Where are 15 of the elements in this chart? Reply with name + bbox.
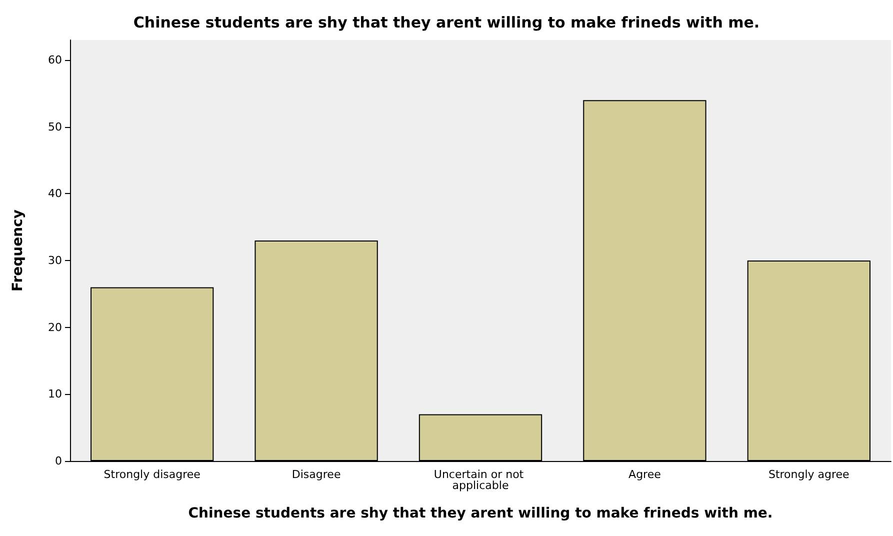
x-tick-label: Strongly agree bbox=[768, 468, 850, 481]
y-axis-title: Frequency bbox=[10, 210, 26, 292]
y-tick-label: 10 bbox=[48, 388, 62, 401]
y-tick-label: 30 bbox=[48, 254, 62, 268]
chart-title: Chinese students are shy that they arent willing to make frineds with me. bbox=[133, 14, 760, 32]
y-tick-label: 0 bbox=[55, 454, 62, 468]
y-tick-label: 50 bbox=[48, 120, 62, 134]
x-tick-label: Uncertain or not applicable bbox=[434, 468, 528, 492]
y-tick-label: 20 bbox=[48, 320, 62, 334]
y-tick-label: 60 bbox=[48, 54, 62, 67]
x-axis-title: Chinese students are shy that they arent willing to make frineds with me. bbox=[188, 506, 773, 522]
x-tick-label: Disagree bbox=[292, 468, 341, 481]
x-tick-label: Agree bbox=[628, 468, 662, 481]
y-tick-label: 40 bbox=[48, 187, 62, 200]
x-tick-label: Strongly disagree bbox=[104, 468, 201, 481]
